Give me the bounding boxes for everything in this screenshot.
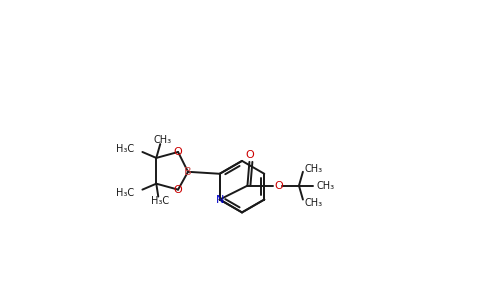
Text: O: O (174, 184, 182, 195)
Text: H₃C: H₃C (151, 196, 169, 206)
Text: CH₃: CH₃ (317, 181, 335, 191)
Text: O: O (275, 181, 284, 191)
Text: B: B (184, 167, 192, 177)
Text: H₃C: H₃C (116, 188, 135, 198)
Text: H₃C: H₃C (116, 144, 135, 154)
Text: O: O (174, 147, 182, 157)
Text: CH₃: CH₃ (305, 164, 323, 174)
Text: CH₃: CH₃ (153, 135, 171, 145)
Text: O: O (245, 150, 254, 160)
Text: CH₃: CH₃ (305, 197, 323, 208)
Text: N: N (215, 194, 224, 205)
